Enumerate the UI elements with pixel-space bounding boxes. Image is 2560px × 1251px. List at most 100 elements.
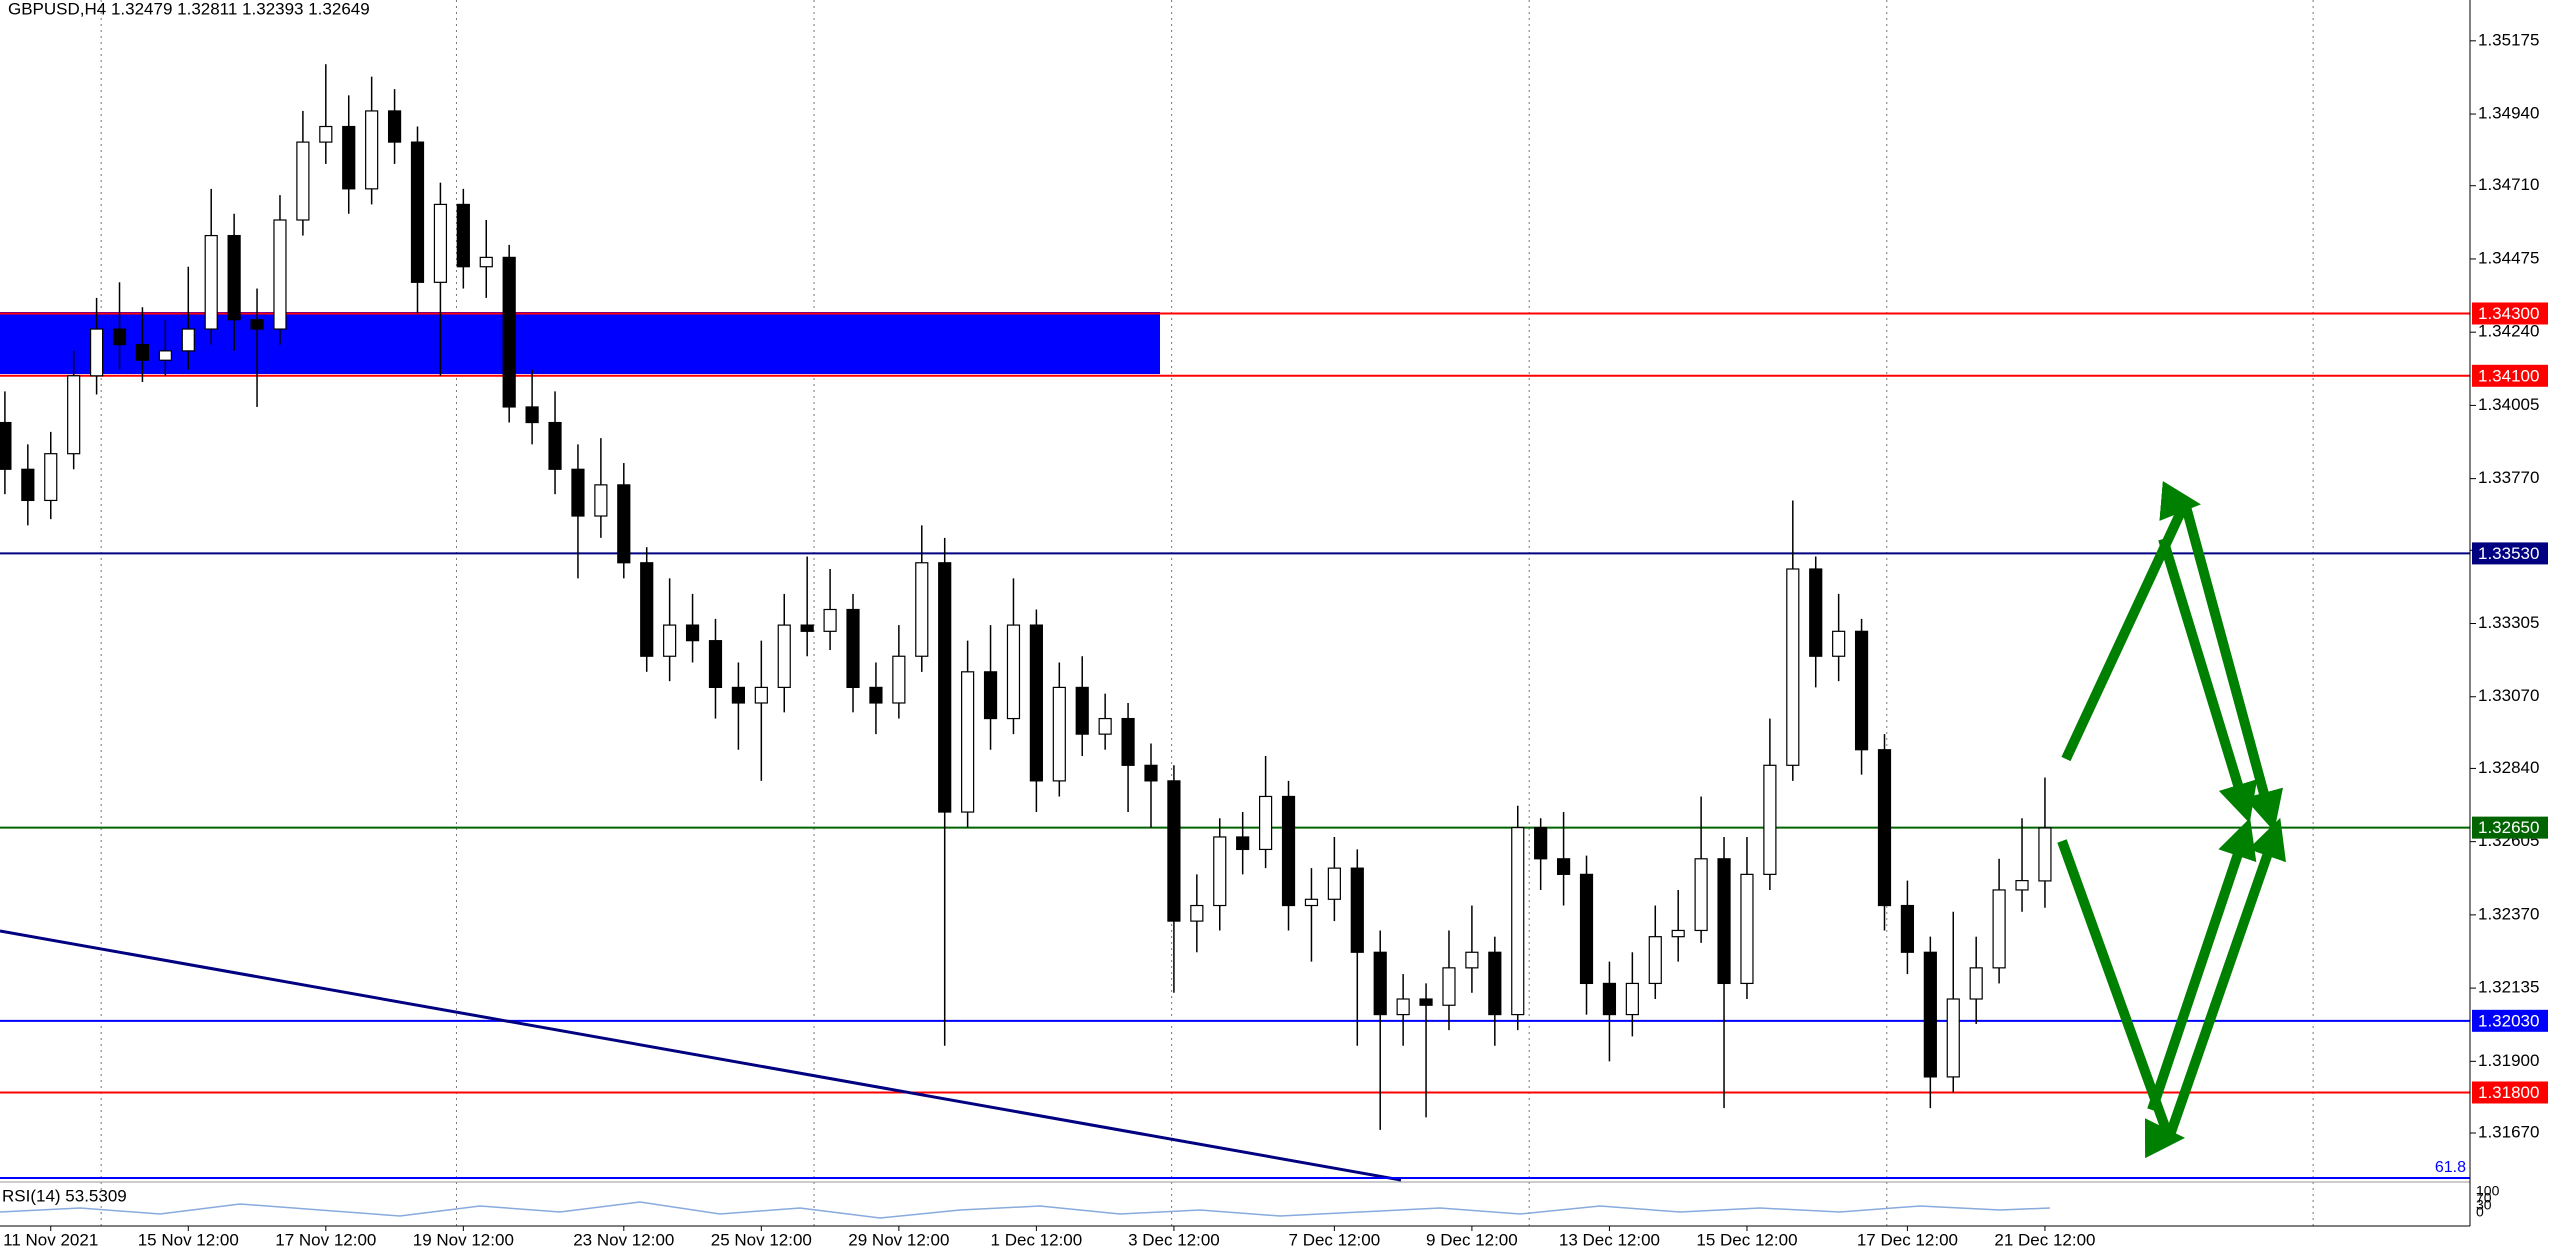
candle-body	[915, 562, 929, 657]
rsi-tick-label: 30	[2476, 1197, 2492, 1213]
candle-body	[777, 624, 791, 689]
candle-body	[1373, 951, 1387, 1016]
candle-body	[1579, 873, 1594, 985]
candles	[0, 64, 2052, 1130]
candle-body	[365, 110, 379, 190]
candle-body	[1511, 827, 1525, 1016]
candle-body	[479, 256, 493, 268]
candle-body	[1327, 867, 1341, 900]
price-tag	[2472, 542, 2548, 565]
candle-body	[1236, 836, 1250, 851]
candle-body	[663, 624, 677, 657]
y-tick-label: 1.34710	[2478, 175, 2539, 194]
candle-body	[410, 141, 425, 283]
price-tag	[2472, 302, 2548, 325]
candle-body	[1052, 686, 1066, 782]
candle-body	[1717, 858, 1731, 985]
y-tick-label: 1.33305	[2478, 613, 2539, 632]
candle-body	[1740, 873, 1754, 985]
x-tick-label: 7 Dec 12:00	[1289, 1230, 1381, 1249]
candle-body	[548, 421, 562, 470]
candle-body	[21, 468, 35, 502]
candle-body	[0, 421, 12, 470]
candle-body	[502, 256, 516, 408]
candle-body	[2038, 827, 2052, 882]
candle-body	[227, 234, 241, 321]
candle-body	[1350, 867, 1364, 953]
candle-body	[1259, 795, 1273, 851]
rsi-tick-label: 100	[2476, 1183, 2500, 1199]
x-tick-label: 29 Nov 12:00	[848, 1230, 949, 1249]
candle-body	[1648, 936, 1662, 985]
candle-body	[1694, 858, 1708, 932]
x-tick-label: 17 Dec 12:00	[1857, 1230, 1958, 1249]
candle-body	[617, 484, 631, 564]
candle-body	[112, 328, 127, 346]
candle-body	[1281, 795, 1296, 907]
candle-body	[1167, 780, 1181, 922]
candle-body	[1534, 827, 1548, 860]
candle-body	[1121, 717, 1135, 766]
y-tick-label: 1.35175	[2478, 30, 2539, 49]
chart-title: GBPUSD,H4 1.32479 1.32811 1.32393 1.3264…	[8, 0, 370, 18]
candle-body	[273, 219, 287, 330]
y-tick-label: 1.32370	[2478, 904, 2539, 923]
x-tick-label: 17 Nov 12:00	[275, 1230, 376, 1249]
x-tick-label: 25 Nov 12:00	[711, 1230, 812, 1249]
candle-body	[1877, 749, 1892, 907]
candle-body	[1625, 982, 1639, 1016]
price-tag	[2472, 364, 2548, 387]
candle-body	[135, 344, 150, 361]
candle-body	[800, 624, 814, 632]
fib-label: 61.8	[2435, 1159, 2466, 1176]
rsi-label: RSI(14) 53.5309	[2, 1186, 127, 1205]
candle-body	[892, 655, 906, 704]
candle-body	[2015, 879, 2029, 891]
price-tag-label: 1.31800	[2478, 1083, 2539, 1102]
candle-body	[525, 406, 539, 424]
price-tag-label: 1.34100	[2478, 366, 2539, 385]
candle-body	[983, 671, 998, 720]
y-tick-label: 1.33770	[2478, 468, 2539, 487]
candle-body	[204, 234, 218, 330]
candle-body	[1854, 630, 1869, 751]
candle-body	[158, 350, 172, 361]
candle-body	[433, 203, 448, 283]
candle-body	[731, 686, 746, 704]
candle-body	[754, 686, 768, 704]
supply-zone	[0, 312, 1160, 374]
candle-body	[1144, 764, 1158, 782]
rsi-tick-label: 0	[2476, 1204, 2484, 1220]
price-tag	[2472, 1081, 2548, 1104]
x-tick-label: 11 Nov 2021	[3, 1230, 98, 1249]
candle-body	[1006, 624, 1021, 720]
candle-body	[1809, 568, 1823, 657]
candle-body	[319, 125, 333, 143]
levels	[0, 312, 2470, 1094]
candle-body	[1671, 929, 1685, 938]
candle-body	[1969, 967, 1983, 1000]
x-tick-label: 19 Nov 12:00	[413, 1230, 514, 1249]
candle-body	[640, 562, 654, 657]
price-tag-label: 1.34300	[2478, 304, 2539, 323]
candle-body	[1923, 951, 1937, 1078]
x-tick-label: 9 Dec 12:00	[1426, 1230, 1518, 1249]
x-tick-label: 1 Dec 12:00	[991, 1230, 1083, 1249]
forecast-arrows	[2057, 481, 2287, 1159]
candle-body	[1602, 982, 1617, 1016]
candle-body	[1488, 951, 1502, 1016]
x-tick-label: 21 Dec 12:00	[1994, 1230, 2095, 1249]
y-tick-label: 1.34240	[2478, 322, 2539, 341]
x-tick-label: 23 Nov 12:00	[573, 1230, 674, 1249]
y-tick-label: 1.34005	[2478, 395, 2539, 414]
candle-body	[708, 640, 723, 689]
candle-body	[823, 608, 837, 632]
trend-line	[0, 929, 1402, 1182]
candle-body	[1442, 967, 1456, 1006]
candle-body	[1786, 568, 1800, 766]
rsi-tick-label: 70	[2476, 1190, 2492, 1206]
candle-body	[869, 686, 883, 704]
x-tick-label: 3 Dec 12:00	[1128, 1230, 1220, 1249]
candle-body	[1396, 998, 1410, 1016]
